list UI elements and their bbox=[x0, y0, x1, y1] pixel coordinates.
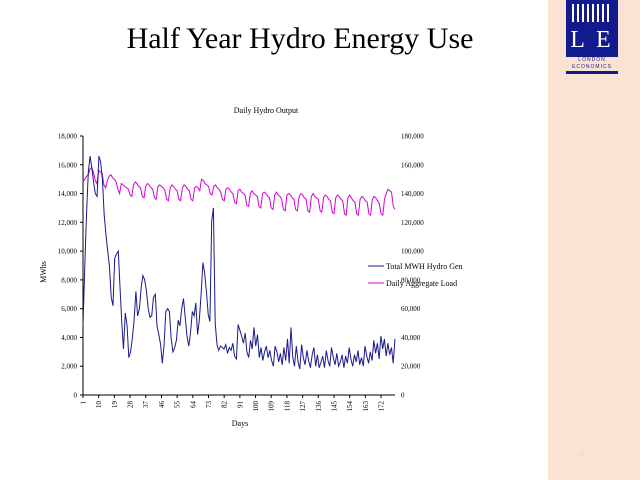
x-tick-label: 28 bbox=[127, 401, 135, 409]
x-tick-label: 154 bbox=[346, 401, 354, 412]
x-axis: 1 10 19 28 37 46 55 64 73 82 91 100 109 118 127 136 145 1… bbox=[80, 395, 386, 412]
series-line-daily-aggregate-load bbox=[82, 166, 396, 217]
x-tick-label: 55 bbox=[174, 401, 182, 409]
y-tick-label: 2,000 bbox=[61, 363, 77, 371]
x-tick-label: 118 bbox=[283, 401, 291, 412]
y-tick-label: 0 bbox=[74, 392, 78, 400]
legend: Total MWH Hydro Gen Daily Aggregate Load bbox=[368, 262, 463, 288]
logo-caption-line2: ECONOMICS bbox=[572, 64, 612, 70]
x-tick-label: 1 bbox=[80, 401, 88, 405]
x-tick-label: 91 bbox=[236, 401, 244, 409]
y2-tick-label: 0 bbox=[401, 392, 405, 400]
x-axis-label: Days bbox=[232, 419, 248, 428]
y-tick-label: 16,000 bbox=[58, 161, 78, 169]
x-tick-label: 145 bbox=[330, 401, 338, 412]
x-tick-label: 37 bbox=[142, 401, 150, 409]
slide-number: 8 bbox=[579, 448, 585, 460]
legend-label-load: Daily Aggregate Load bbox=[386, 279, 457, 288]
y2-tick-label: 120,000 bbox=[401, 219, 424, 227]
y2-tick-label: 80,000 bbox=[401, 276, 421, 284]
x-tick-label: 109 bbox=[268, 401, 276, 412]
y2-tick-label: 180,000 bbox=[401, 133, 424, 141]
page-title: Half Year Hydro Energy Use bbox=[126, 22, 474, 55]
y-tick-label: 14,000 bbox=[58, 190, 78, 198]
x-tick-label: 136 bbox=[315, 401, 323, 412]
y-axis-right: 0 20,000 40,000 60,000 80,000 100,000 120,000 1… bbox=[401, 133, 424, 400]
decorative-sidebar bbox=[548, 0, 640, 480]
x-tick-label: 127 bbox=[299, 401, 307, 412]
y-axis-left: 0 2,000 4,000 6,000 8,000 10,000 12,000 14,000 1… bbox=[58, 133, 83, 400]
legend-label-hydro: Total MWH Hydro Gen bbox=[386, 262, 463, 271]
y-tick-label: 18,000 bbox=[58, 133, 78, 141]
series-line-total-mwh-hydro-gen bbox=[82, 155, 396, 370]
x-tick-label: 19 bbox=[111, 401, 119, 409]
y2-tick-label: 100,000 bbox=[401, 248, 424, 256]
x-tick-label: 172 bbox=[378, 401, 386, 412]
logo-caption-line1: LONDON bbox=[578, 57, 606, 63]
y2-tick-label: 140,000 bbox=[401, 190, 424, 198]
chart-title: Daily Hydro Output bbox=[234, 106, 299, 115]
x-tick-label: 64 bbox=[189, 401, 197, 409]
y-tick-label: 4,000 bbox=[61, 334, 77, 342]
x-tick-label: 82 bbox=[221, 401, 229, 409]
logo-caption: LONDON ECONOMICS bbox=[566, 57, 618, 71]
y-tick-label: 6,000 bbox=[61, 305, 77, 313]
logo-stripes bbox=[572, 4, 612, 22]
y2-tick-label: 160,000 bbox=[401, 161, 424, 169]
y2-tick-label: 40,000 bbox=[401, 334, 421, 342]
x-tick-label: 163 bbox=[362, 401, 370, 412]
y-tick-label: 12,000 bbox=[58, 219, 78, 227]
logo-initials: L E bbox=[570, 27, 614, 53]
x-tick-label: 46 bbox=[158, 401, 166, 409]
y-axis-label: MWhs bbox=[39, 261, 48, 283]
y-tick-label: 10,000 bbox=[58, 248, 78, 256]
x-tick-label: 73 bbox=[205, 401, 213, 409]
y2-tick-label: 60,000 bbox=[401, 305, 421, 313]
y2-tick-label: 20,000 bbox=[401, 363, 421, 371]
x-tick-label: 100 bbox=[252, 401, 260, 412]
y-tick-label: 8,000 bbox=[61, 276, 77, 284]
x-tick-label: 10 bbox=[95, 401, 103, 409]
